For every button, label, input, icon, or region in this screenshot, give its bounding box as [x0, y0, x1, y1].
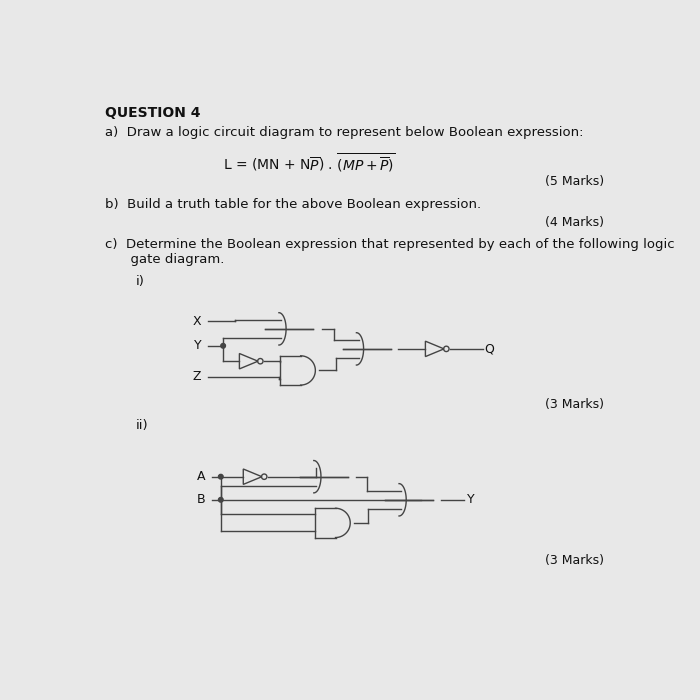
Text: Y: Y — [466, 494, 474, 506]
Circle shape — [218, 475, 223, 479]
Circle shape — [220, 344, 225, 348]
Text: i): i) — [136, 275, 144, 288]
Text: a)  Draw a logic circuit diagram to represent below Boolean expression:: a) Draw a logic circuit diagram to repre… — [104, 126, 583, 139]
Circle shape — [218, 498, 223, 502]
Text: (4 Marks): (4 Marks) — [545, 216, 603, 230]
Text: (3 Marks): (3 Marks) — [545, 398, 603, 411]
Text: b)  Build a truth table for the above Boolean expression.: b) Build a truth table for the above Boo… — [104, 198, 481, 211]
Text: (3 Marks): (3 Marks) — [545, 554, 603, 567]
Text: L = (MN + N$\overline{P}$) . $\overline{(MP + \overline{P})}$: L = (MN + N$\overline{P}$) . $\overline{… — [223, 152, 396, 174]
Text: QUESTION 4: QUESTION 4 — [104, 106, 200, 120]
Text: B: B — [197, 494, 205, 506]
Text: Y: Y — [194, 340, 202, 352]
Text: Q: Q — [484, 342, 494, 356]
Text: X: X — [193, 315, 202, 328]
Text: (5 Marks): (5 Marks) — [545, 175, 604, 188]
Text: Z: Z — [193, 370, 202, 383]
Text: A: A — [197, 470, 205, 483]
Text: c)  Determine the Boolean expression that represented by each of the following l: c) Determine the Boolean expression that… — [104, 238, 674, 266]
Text: ii): ii) — [136, 419, 148, 432]
